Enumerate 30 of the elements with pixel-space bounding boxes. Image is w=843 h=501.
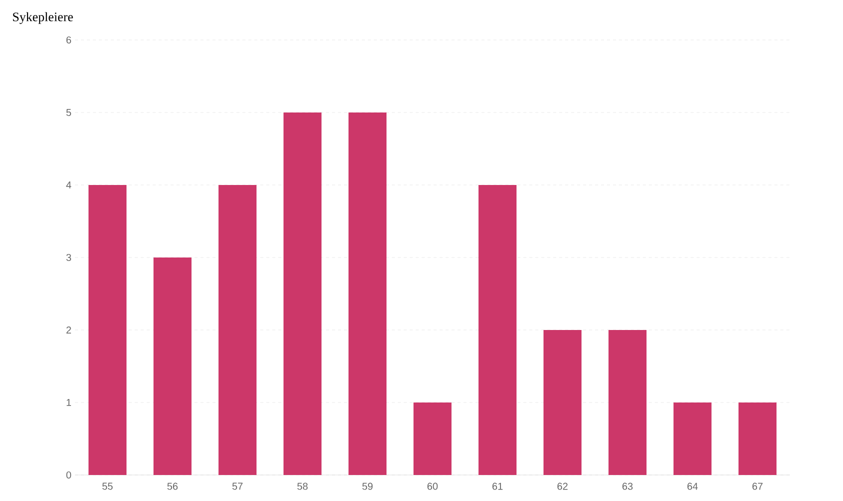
bar <box>674 402 712 475</box>
x-tick-label: 55 <box>102 482 113 490</box>
bar <box>544 330 582 475</box>
x-tick-label: 58 <box>297 482 308 490</box>
x-tick-label: 59 <box>362 482 373 490</box>
bar <box>414 402 452 475</box>
x-tick-label: 61 <box>492 482 503 490</box>
x-tick-label: 63 <box>622 482 633 490</box>
bar <box>608 330 647 475</box>
bar <box>478 184 517 475</box>
y-tick-label: 1 <box>66 399 72 406</box>
bar <box>284 112 322 475</box>
x-tick-label: 67 <box>752 482 763 490</box>
x-tick-label: 56 <box>167 482 178 490</box>
bar <box>154 257 192 475</box>
y-tick-label: 5 <box>66 109 72 116</box>
x-tick-label: 60 <box>427 482 438 490</box>
bar <box>218 184 257 475</box>
bar <box>88 184 127 475</box>
bar <box>738 402 777 475</box>
y-tick-label: 2 <box>66 326 71 334</box>
chart-title: Sykepleiere <box>13 12 73 24</box>
y-tick-label: 0 <box>66 471 72 479</box>
y-tick-label: 6 <box>66 36 72 44</box>
x-tick-label: 62 <box>557 482 568 490</box>
x-tick-label: 64 <box>687 482 698 490</box>
bar <box>348 112 387 475</box>
y-tick-label: 4 <box>66 182 72 188</box>
x-tick-label: 57 <box>232 482 243 490</box>
y-tick-label: 3 <box>66 254 72 262</box>
